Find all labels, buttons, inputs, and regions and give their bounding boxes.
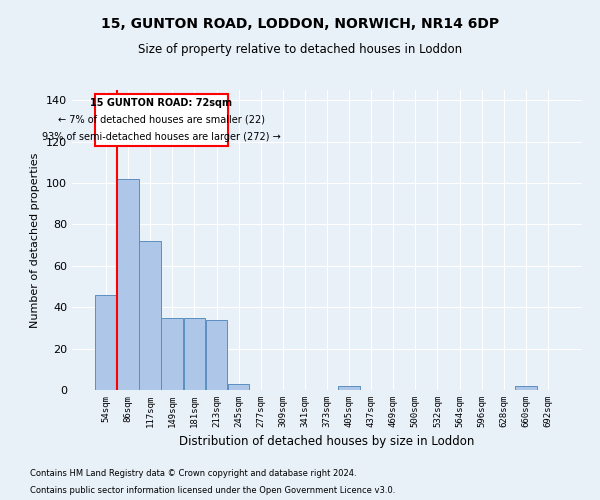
Y-axis label: Number of detached properties: Number of detached properties [31, 152, 40, 328]
Bar [95, 94, 227, 146]
X-axis label: Distribution of detached houses by size in Loddon: Distribution of detached houses by size … [179, 436, 475, 448]
Text: ← 7% of detached houses are smaller (22): ← 7% of detached houses are smaller (22) [58, 115, 265, 125]
Bar [515, 386, 537, 390]
Bar [206, 320, 227, 390]
Text: Contains HM Land Registry data © Crown copyright and database right 2024.: Contains HM Land Registry data © Crown c… [30, 468, 356, 477]
Text: 15 GUNTON ROAD: 72sqm: 15 GUNTON ROAD: 72sqm [90, 98, 232, 108]
Bar [95, 295, 117, 390]
Bar [117, 179, 139, 390]
Text: 15, GUNTON ROAD, LODDON, NORWICH, NR14 6DP: 15, GUNTON ROAD, LODDON, NORWICH, NR14 6… [101, 18, 499, 32]
Bar [228, 384, 250, 390]
Bar [338, 386, 360, 390]
Text: 93% of semi-detached houses are larger (272) →: 93% of semi-detached houses are larger (… [42, 132, 281, 142]
Bar [139, 241, 161, 390]
Text: Size of property relative to detached houses in Loddon: Size of property relative to detached ho… [138, 42, 462, 56]
Text: Contains public sector information licensed under the Open Government Licence v3: Contains public sector information licen… [30, 486, 395, 495]
Bar [184, 318, 205, 390]
Bar [161, 318, 183, 390]
